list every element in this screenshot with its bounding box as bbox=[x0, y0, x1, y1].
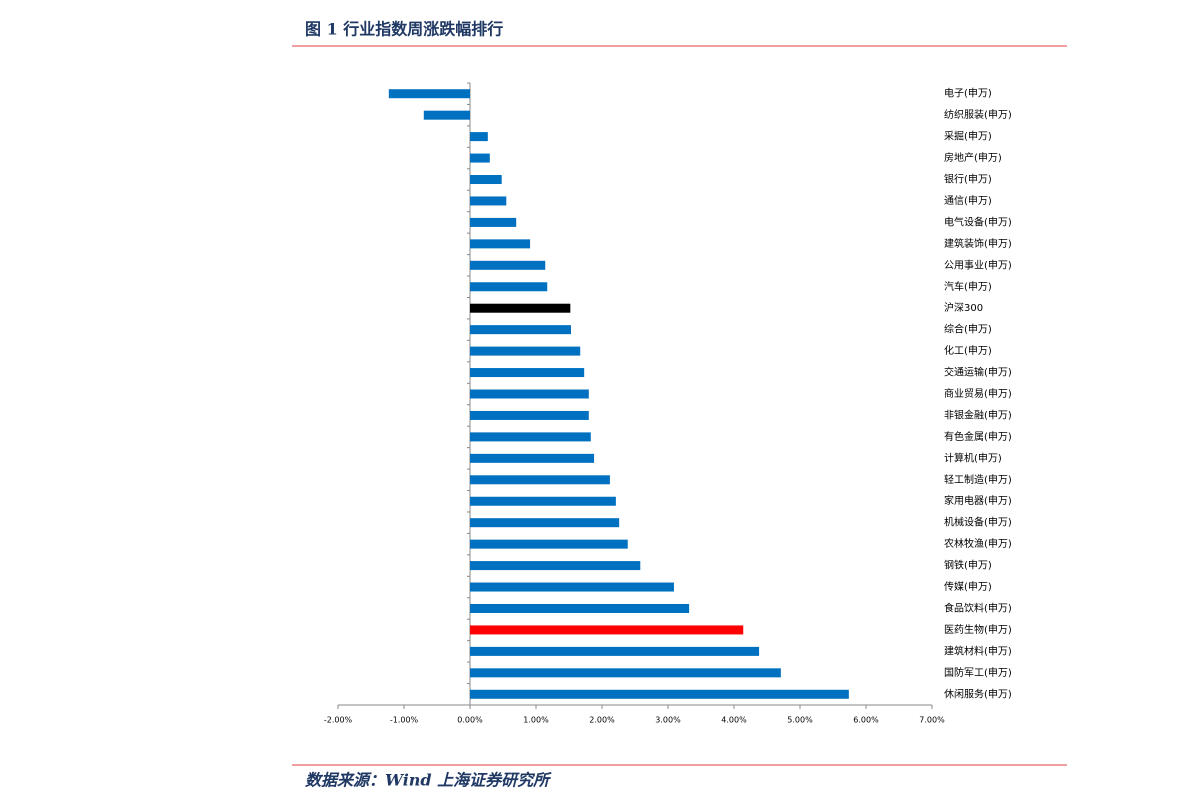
bar bbox=[470, 410, 589, 420]
x-tick-label: 1.00% bbox=[523, 716, 549, 725]
x-tick-label: 5.00% bbox=[787, 716, 813, 725]
category-label: 银行(申万) bbox=[944, 173, 992, 186]
x-tick-label: 6.00% bbox=[853, 716, 879, 725]
x-tick-label: -2.00% bbox=[324, 716, 353, 725]
category-label: 交通运输(申万) bbox=[944, 366, 1012, 379]
bar bbox=[470, 668, 781, 678]
category-label: 商业贸易(申万) bbox=[944, 387, 1012, 400]
bar bbox=[470, 282, 548, 292]
bar bbox=[470, 303, 571, 313]
x-tick-label: 3.00% bbox=[655, 716, 681, 725]
category-label: 食品饮料(申万) bbox=[944, 601, 1012, 614]
bar bbox=[470, 518, 620, 528]
bar bbox=[470, 260, 546, 270]
category-label: 农林牧渔(申万) bbox=[944, 537, 1012, 550]
category-label: 沪深300 bbox=[944, 301, 983, 314]
category-label: 通信(申万) bbox=[944, 194, 992, 207]
bar bbox=[470, 432, 591, 442]
bar bbox=[470, 175, 502, 185]
x-tick-label: 7.00% bbox=[919, 716, 945, 725]
bar bbox=[470, 217, 517, 227]
x-tick-label: 4.00% bbox=[721, 716, 747, 725]
category-label: 有色金属(申万) bbox=[944, 430, 1012, 443]
category-label: 传媒(申万) bbox=[944, 580, 992, 593]
category-label: 轻工制造(申万) bbox=[944, 473, 1012, 486]
category-label: 机械设备(申万) bbox=[944, 516, 1012, 529]
bar bbox=[470, 325, 571, 335]
category-label: 综合(申万) bbox=[944, 323, 992, 336]
x-tick-label: -1.00% bbox=[390, 716, 419, 725]
bar bbox=[470, 368, 585, 378]
category-label: 休闲服务(申万) bbox=[944, 687, 1012, 700]
category-label: 公用事业(申万) bbox=[944, 258, 1012, 271]
bar bbox=[470, 196, 507, 206]
x-tick-label: 0.00% bbox=[457, 716, 483, 725]
category-label: 计算机(申万) bbox=[944, 451, 1002, 464]
category-label: 钢铁(申万) bbox=[944, 559, 992, 572]
category-label: 建筑材料(申万) bbox=[944, 644, 1012, 657]
bar bbox=[470, 453, 595, 463]
category-label: 非银金融(申万) bbox=[944, 408, 1012, 421]
bar bbox=[470, 346, 581, 356]
bar bbox=[470, 496, 616, 506]
bar bbox=[470, 239, 531, 249]
bar bbox=[470, 153, 490, 163]
chart: -2.00% -1.00% 0.00% 1.00% 2.00% 3.00% 4.00% 5.0… bbox=[324, 82, 1012, 725]
source-note: 数据来源：Wind 上海证券研究所 bbox=[305, 771, 552, 790]
bar bbox=[470, 603, 690, 613]
bar bbox=[470, 646, 760, 656]
bar bbox=[470, 561, 641, 571]
bar bbox=[423, 110, 470, 120]
bar bbox=[470, 389, 589, 399]
category-label: 纺织服装(申万) bbox=[944, 108, 1012, 121]
x-tick-label: 2.00% bbox=[589, 716, 615, 725]
category-label: 汽车(申万) bbox=[944, 280, 992, 293]
bar bbox=[470, 539, 628, 549]
category-label: 家用电器(申万) bbox=[944, 494, 1012, 507]
category-label: 医药生物(申万) bbox=[944, 623, 1012, 636]
bar bbox=[470, 132, 488, 142]
bar bbox=[470, 689, 849, 699]
category-label: 采掘(申万) bbox=[944, 130, 992, 143]
figure-title: 图 1 行业指数周涨跌幅排行 bbox=[305, 20, 503, 39]
category-label: 电子(申万) bbox=[944, 87, 992, 100]
category-label: 化工(申万) bbox=[944, 344, 992, 357]
category-label: 房地产(申万) bbox=[944, 151, 1002, 164]
bar bbox=[470, 475, 610, 485]
category-label: 电气设备(申万) bbox=[944, 215, 1012, 228]
bar bbox=[388, 89, 470, 99]
category-label: 国防军工(申万) bbox=[944, 666, 1012, 679]
bar bbox=[470, 582, 674, 592]
bar bbox=[470, 625, 744, 635]
category-label: 建筑装饰(申万) bbox=[944, 237, 1012, 250]
